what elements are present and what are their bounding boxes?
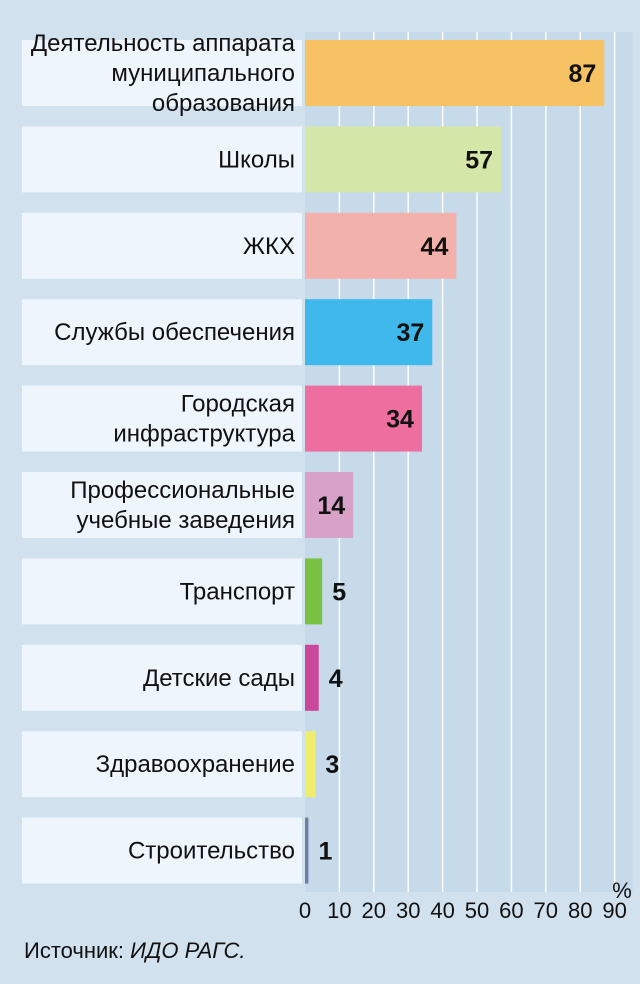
category-label-box	[22, 731, 302, 798]
bar	[305, 299, 433, 366]
data-label: 37	[396, 319, 424, 347]
x-tick-label: 50	[465, 898, 489, 923]
category-label: Службы обеспечения	[54, 319, 295, 346]
category-label-box	[22, 385, 302, 452]
bar	[305, 558, 323, 625]
category-label: Школы	[218, 146, 295, 173]
category-label-box	[22, 817, 302, 884]
category-label-line: Профессиональные	[70, 477, 295, 504]
x-tick-label: 40	[430, 898, 454, 923]
category-label-line: Транспорт	[180, 578, 295, 605]
x-tick-label: 80	[568, 898, 592, 923]
category-label: ЖКХ	[243, 233, 295, 260]
category-label-line: Школы	[218, 146, 295, 173]
category-label-line: Службы обеспечения	[54, 319, 295, 346]
data-label: 44	[421, 233, 449, 261]
x-tick-label: 20	[362, 898, 386, 923]
category-label-line: Городская	[181, 391, 295, 418]
category-label-box	[22, 472, 302, 538]
bar	[305, 644, 319, 711]
category-label: Транспорт	[180, 578, 295, 605]
category-label-line: муниципального	[111, 60, 295, 87]
unit-label: %	[612, 878, 632, 903]
x-tick-label: 10	[327, 898, 351, 923]
data-label: 34	[386, 406, 414, 434]
bar	[305, 817, 309, 884]
category-label-line: образования	[152, 90, 295, 117]
category-label-line: ЖКХ	[243, 233, 295, 260]
category-label: Строительство	[128, 838, 295, 865]
category-label-box	[22, 299, 302, 366]
bar	[305, 472, 354, 538]
data-label: 14	[317, 492, 345, 520]
category-label-line: Строительство	[128, 838, 295, 865]
category-label-line: Деятельность аппарата	[31, 30, 296, 57]
data-label: 5	[332, 578, 346, 606]
category-label: Детские сады	[143, 665, 295, 692]
x-tick-label: 70	[534, 898, 558, 923]
data-label: 3	[325, 751, 339, 779]
bar	[305, 731, 316, 798]
x-tick-label: 60	[499, 898, 523, 923]
category-label-box	[22, 644, 302, 711]
data-label: 1	[318, 838, 332, 866]
x-tick-label: 0	[299, 898, 311, 923]
data-label: 87	[568, 60, 596, 88]
bar	[305, 385, 422, 452]
source-label: Источник:	[24, 938, 125, 963]
bar	[305, 40, 605, 106]
category-label: Здравоохранение	[96, 751, 295, 778]
bar	[305, 126, 502, 193]
source-name: ИДО РАГС.	[130, 938, 246, 963]
x-tick-label: 90	[602, 898, 626, 923]
data-label: 57	[465, 146, 493, 174]
category-label: Городская инфраструктура	[113, 391, 295, 448]
category-label-line: Детские сады	[143, 665, 295, 692]
category-label: Деятельность аппарата муниципального образ…	[31, 30, 296, 117]
data-label: 4	[329, 665, 343, 693]
category-label-box	[22, 212, 302, 279]
category-label-box	[22, 558, 302, 625]
category-label-box	[22, 40, 302, 106]
x-tick-label: 30	[396, 898, 420, 923]
category-label-line: инфраструктура	[113, 421, 295, 448]
category-label-box	[22, 126, 302, 193]
bar	[305, 212, 457, 279]
category-label-line: учебные заведения	[76, 507, 295, 534]
source-note: Источник: ИДО РАГС.	[24, 938, 245, 964]
category-label: Профессиональные учебные заведения	[70, 477, 295, 534]
category-label-line: Здравоохранение	[96, 751, 295, 778]
